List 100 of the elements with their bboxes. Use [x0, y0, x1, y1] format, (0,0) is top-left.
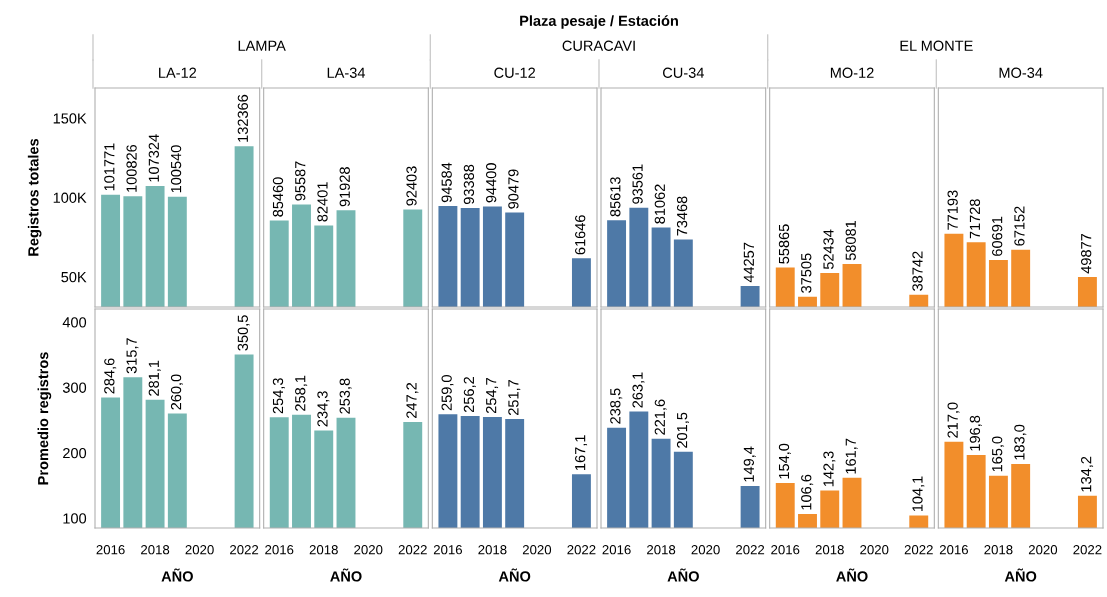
x-tick-label: 2018	[815, 545, 844, 555]
chart-subtitle: LAMPA	[238, 40, 286, 51]
data-label: 71728	[969, 199, 981, 239]
data-label: 95587	[295, 161, 306, 201]
data-label: 61646	[575, 215, 586, 255]
x-tick-label: 2016	[771, 545, 800, 555]
data-label: 251,7	[508, 379, 521, 415]
y-tick-label: 300	[62, 382, 87, 393]
data-label: 73468	[676, 196, 688, 236]
x-tick-label: 2020	[522, 545, 552, 555]
data-label: 350,5	[237, 315, 250, 351]
x-axis-title: AÑO	[330, 568, 362, 582]
chart-title: LA-34	[327, 67, 366, 78]
data-label: 238,5	[610, 388, 623, 424]
x-axis-title: AÑO	[498, 568, 531, 582]
chart-title: MO-34	[999, 67, 1043, 78]
chart-title: CU-12	[494, 67, 536, 78]
data-label: 154,0	[778, 443, 791, 479]
x-tick-label: 2020	[354, 545, 383, 555]
data-label: 142,3	[823, 451, 836, 487]
x-axis-title: AÑO	[836, 568, 868, 582]
y-tick-label: 50K	[61, 271, 87, 283]
data-label: 256,2	[463, 377, 476, 413]
x-tick-label: 2022	[1073, 545, 1102, 555]
chart-title: LA-12	[159, 67, 197, 78]
data-label: 196,8	[969, 415, 982, 451]
data-label: 58081	[845, 220, 856, 261]
x-tick-label: 2022	[398, 545, 427, 555]
y-axis-title: Registros totales	[27, 138, 42, 256]
data-label: 134,2	[1081, 456, 1094, 492]
data-label: 104,1	[912, 476, 925, 512]
data-label: 82401	[317, 182, 328, 222]
data-label: 263,1	[632, 372, 645, 408]
data-label: 260,0	[170, 374, 183, 410]
y-tick-label: 100K	[53, 192, 87, 203]
data-label: 132366	[237, 94, 248, 142]
data-label: 85460	[272, 177, 284, 217]
y-tick-label: 150K	[53, 113, 87, 124]
x-tick-label: 2020	[185, 545, 214, 555]
data-label: 254,3	[272, 378, 285, 414]
y-axis-title: Promedio registros	[37, 352, 52, 485]
data-label: 167,1	[575, 435, 588, 470]
x-axis-title: AÑO	[1004, 568, 1037, 582]
data-label: 101771	[104, 143, 115, 191]
data-label: 67152	[1014, 206, 1025, 246]
x-tick-label: 2020	[1028, 545, 1058, 555]
data-label: 37505	[801, 253, 812, 293]
x-tick-label: 2016	[96, 545, 125, 555]
data-label: 107324	[148, 134, 159, 182]
data-label: 44257	[743, 242, 754, 283]
data-label: 234,3	[317, 391, 330, 427]
x-tick-label: 2016	[265, 545, 294, 555]
x-tick-label: 2020	[860, 545, 889, 555]
chart-subtitle: EL MONTE	[900, 40, 973, 51]
x-tick-label: 2016	[602, 545, 631, 555]
data-label: 254,7	[486, 378, 499, 414]
data-label: 100826	[126, 144, 137, 192]
data-label: 253,8	[339, 378, 352, 414]
data-label: 55865	[778, 224, 790, 264]
y-tick-label: 400	[62, 317, 87, 328]
data-label: 85613	[610, 177, 621, 217]
data-label: 60691	[992, 216, 1003, 256]
x-tick-label: 2018	[141, 545, 170, 555]
data-label: 93561	[632, 164, 643, 204]
data-label: 165,0	[992, 436, 1005, 472]
data-label: 217,0	[947, 402, 960, 438]
x-tick-label: 2022	[736, 545, 765, 555]
x-axis-title: AÑO	[161, 568, 193, 582]
data-label: 221,6	[654, 399, 667, 435]
y-tick-label: 100	[63, 513, 87, 524]
data-label: 49877	[1081, 233, 1092, 274]
data-label: 94584	[441, 162, 452, 203]
data-label: 281,1	[148, 360, 161, 396]
x-tick-label: 2016	[433, 545, 463, 555]
data-label: 315,7	[126, 338, 139, 374]
chart-title: MO-12	[830, 67, 874, 78]
chart-subtitle: CURACAVI	[562, 40, 635, 51]
data-label: 100540	[170, 145, 182, 193]
y-tick-label: 200	[63, 447, 87, 459]
data-label: 38742	[912, 251, 923, 291]
data-label: 92403	[406, 166, 417, 206]
data-label: 81062	[654, 184, 665, 224]
x-tick-label: 2020	[691, 545, 720, 555]
data-label: 284,6	[104, 358, 117, 394]
data-label: 93388	[463, 164, 475, 205]
x-tick-label: 2016	[939, 545, 969, 555]
data-label: 77193	[947, 190, 958, 230]
x-tick-label: 2018	[309, 545, 338, 555]
x-tick-label: 2022	[230, 545, 259, 555]
data-label: 90479	[508, 169, 519, 209]
x-tick-label: 2018	[647, 545, 676, 555]
data-label: 91928	[339, 167, 350, 207]
data-label: 94400	[486, 163, 497, 203]
text: Plaza pesaje / Estación	[520, 15, 678, 29]
data-label: 258,1	[295, 375, 308, 411]
data-label: 247,2	[406, 382, 419, 418]
data-label: 52434	[823, 229, 834, 270]
x-tick-label: 2022	[904, 545, 933, 555]
data-label: 183,0	[1014, 424, 1027, 460]
data-label: 161,7	[845, 438, 858, 474]
